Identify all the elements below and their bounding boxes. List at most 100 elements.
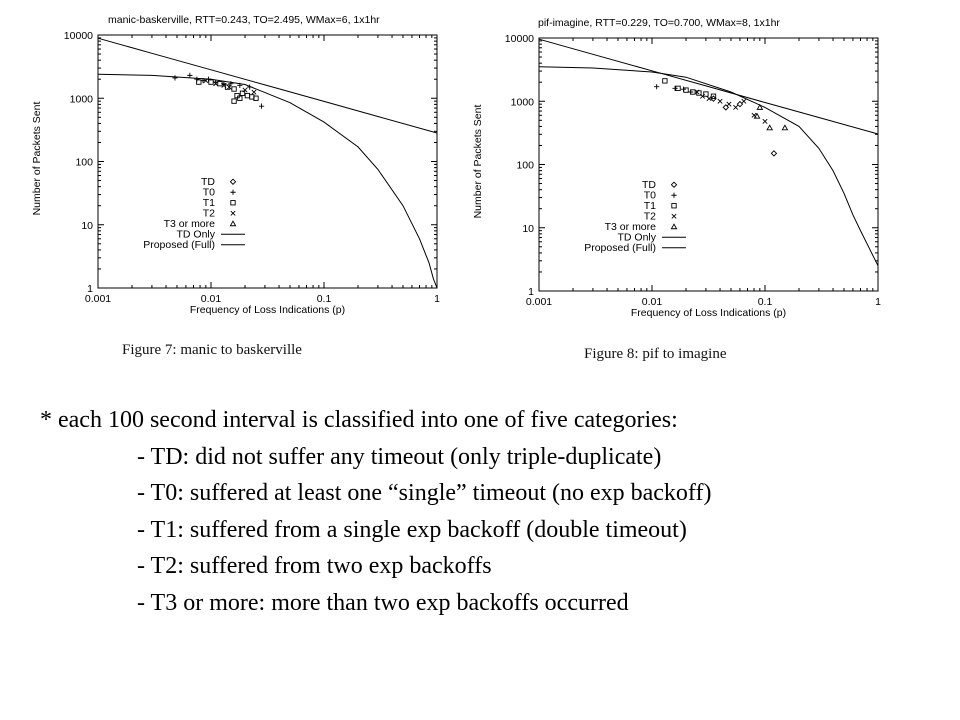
x-tick-label: 0.01 bbox=[642, 296, 663, 308]
x-tick-label: 0.01 bbox=[201, 293, 222, 305]
point-t0 bbox=[237, 82, 243, 88]
point-t1 bbox=[253, 95, 259, 101]
point-t0 bbox=[247, 84, 253, 90]
point-t0 bbox=[258, 103, 265, 109]
point-t1 bbox=[244, 92, 251, 99]
point-t1 bbox=[231, 98, 237, 104]
point-t1 bbox=[196, 79, 202, 85]
point-t1 bbox=[662, 78, 668, 84]
legend-marker bbox=[230, 210, 236, 216]
point-t2 bbox=[706, 96, 712, 102]
legend-marker bbox=[230, 189, 236, 195]
y-tick-label: 10000 bbox=[505, 33, 534, 45]
legend-label: TD Only bbox=[617, 232, 656, 244]
x-tick-label: 0.1 bbox=[758, 296, 773, 308]
point-td bbox=[722, 104, 730, 111]
x-tick-label: 0.001 bbox=[85, 293, 111, 305]
y-tick-label: 1 bbox=[87, 283, 93, 295]
point-t2 bbox=[700, 93, 706, 99]
legend-label: T2 bbox=[644, 211, 656, 223]
point-t0 bbox=[672, 85, 678, 91]
point-t1 bbox=[696, 90, 702, 96]
legend-label: T1 bbox=[644, 200, 656, 212]
legend-marker bbox=[671, 203, 677, 209]
legend-label: T2 bbox=[203, 208, 215, 220]
series-line-proposed-full- bbox=[538, 66, 879, 267]
point-t3-or-more bbox=[766, 124, 774, 131]
point-t2 bbox=[242, 87, 248, 93]
legend-marker bbox=[229, 220, 237, 227]
legend-label: T3 or more bbox=[605, 221, 657, 233]
y-tick-label: 1000 bbox=[511, 96, 535, 108]
chart-title: manic-baskerville, RTT=0.243, TO=2.495, … bbox=[108, 14, 380, 26]
y-axis-label: Number of Packets Sent bbox=[31, 102, 43, 216]
x-tick-label: 1 bbox=[875, 296, 881, 308]
point-t1 bbox=[239, 90, 246, 96]
point-t2 bbox=[221, 82, 227, 88]
point-t2 bbox=[226, 84, 232, 90]
y-tick-label: 1000 bbox=[70, 93, 94, 105]
point-t2 bbox=[741, 98, 747, 104]
point-t1 bbox=[710, 93, 717, 99]
point-t1 bbox=[675, 85, 681, 91]
x-tick-label: 1 bbox=[434, 293, 440, 305]
legend-marker bbox=[670, 181, 678, 188]
point-t2 bbox=[726, 101, 732, 107]
x-axis-label: Frequency of Loss Indications (p) bbox=[631, 307, 786, 319]
legend-label: T1 bbox=[203, 197, 215, 209]
category-notes: * each 100 second interval is classified… bbox=[40, 402, 711, 621]
note-item-t0: - T0: suffered at least one “single” tim… bbox=[137, 480, 712, 506]
y-tick-label: 1 bbox=[528, 286, 534, 298]
note-item-t2: - T2: suffered from two exp backoffs bbox=[137, 553, 492, 579]
legend-marker bbox=[670, 223, 678, 230]
note-item-t1: - T1: suffered from a single exp backoff… bbox=[137, 516, 687, 543]
point-t2 bbox=[213, 81, 219, 87]
legend-marker bbox=[671, 213, 677, 219]
x-axis-label: Frequency of Loss Indications (p) bbox=[190, 304, 345, 316]
note-item-td: - TD: did not suffer any timeout (only t… bbox=[137, 443, 662, 470]
point-t1 bbox=[237, 95, 243, 101]
legend-label: TD bbox=[642, 179, 656, 191]
figure-7-caption: Figure 7: manic to baskerville bbox=[122, 342, 302, 358]
point-t3-or-more bbox=[781, 124, 789, 131]
legend-marker bbox=[229, 178, 237, 185]
point-td bbox=[736, 100, 744, 108]
point-t0 bbox=[654, 84, 660, 90]
point-td bbox=[770, 150, 778, 157]
series-line-td-only bbox=[538, 38, 879, 135]
point-t1 bbox=[683, 87, 689, 93]
y-tick-label: 10000 bbox=[64, 30, 93, 42]
point-t3-or-more bbox=[753, 112, 761, 119]
y-tick-label: 100 bbox=[75, 157, 93, 169]
x-tick-label: 0.001 bbox=[526, 296, 552, 308]
x-tick-label: 0.1 bbox=[317, 293, 332, 305]
chart-title: pif-imagine, RTT=0.229, TO=0.700, WMax=8… bbox=[538, 17, 780, 29]
y-tick-label: 100 bbox=[516, 160, 534, 172]
point-t1 bbox=[231, 86, 237, 92]
legend-label: Proposed (Full) bbox=[584, 242, 656, 254]
point-t2 bbox=[251, 89, 257, 95]
point-t1 bbox=[690, 89, 696, 95]
legend-label: T3 or more bbox=[164, 218, 216, 230]
legend-marker bbox=[671, 192, 677, 198]
point-t0 bbox=[172, 75, 178, 81]
point-t1 bbox=[703, 91, 709, 97]
series-line-proposed-full- bbox=[97, 73, 438, 289]
point-t2 bbox=[762, 118, 768, 124]
legend-label: Proposed (Full) bbox=[143, 239, 215, 251]
chart-2: pif-imagine, RTT=0.229, TO=0.700, WMax=8… bbox=[472, 17, 881, 319]
figure-8-caption: Figure 8: pif to imagine bbox=[584, 346, 727, 362]
series-line-td-only bbox=[97, 37, 438, 134]
note-item-t3: - T3 or more: more than two exp backoffs… bbox=[137, 589, 629, 616]
legend-label: T0 bbox=[203, 187, 215, 199]
point-t2 bbox=[694, 89, 700, 95]
legend-marker bbox=[230, 200, 236, 206]
notes-heading: * each 100 second interval is classified… bbox=[40, 407, 678, 433]
legend-label: TD bbox=[201, 176, 215, 188]
point-t2 bbox=[717, 98, 723, 104]
point-td bbox=[710, 95, 717, 102]
y-tick-label: 10 bbox=[522, 223, 534, 235]
point-t3-or-more bbox=[756, 103, 764, 110]
y-tick-label: 10 bbox=[81, 220, 93, 232]
